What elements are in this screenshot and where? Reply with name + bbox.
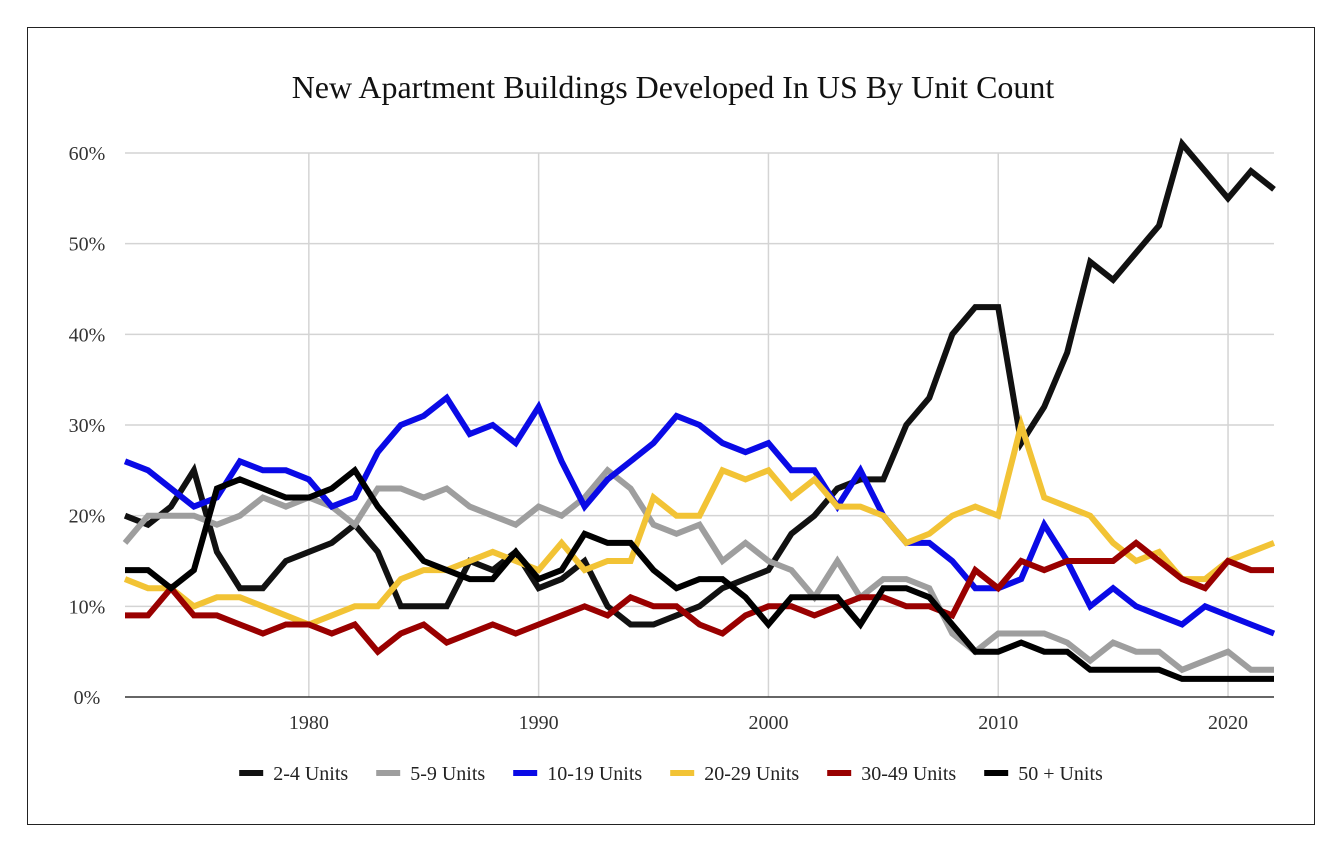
chart-title: New Apartment Buildings Developed In US … xyxy=(292,69,1055,105)
series-line-10-19-units xyxy=(123,393,1276,637)
y-tick-label: 30% xyxy=(69,415,106,437)
x-tick-label: 2000 xyxy=(748,712,788,734)
legend-item: 5-9 Units xyxy=(376,763,485,785)
x-axis-tick-labels: 1980 1990 2000 2010 2020 xyxy=(289,712,1248,734)
legend: 2-4 Units 5-9 Units 10-19 Units 20-29 Units… xyxy=(239,763,1103,785)
line-chart: New Apartment Buildings Developed In US … xyxy=(69,69,1276,785)
legend-label: 30-49 Units xyxy=(861,763,956,785)
x-tick-label: 2020 xyxy=(1208,712,1248,734)
series-line-2-4-units xyxy=(123,137,1276,628)
legend-item: 10-19 Units xyxy=(513,763,642,785)
y-tick-label: 20% xyxy=(69,506,106,528)
series-line-30-49-units xyxy=(125,539,1274,656)
legend-label: 2-4 Units xyxy=(273,763,348,785)
y-tick-label: 50% xyxy=(69,234,106,256)
legend-label: 50 + Units xyxy=(1018,763,1103,785)
series-lines xyxy=(122,137,1276,682)
y-axis-tick-labels: 0% 10% 20% 30% 40% 50% 60% xyxy=(69,143,106,709)
chart-container: New Apartment Buildings Developed In US … xyxy=(27,27,1315,825)
x-tick-label: 1980 xyxy=(289,712,329,734)
legend-item: 30-49 Units xyxy=(827,763,956,785)
series-line-5-9-units xyxy=(122,466,1274,674)
y-tick-label: 10% xyxy=(69,596,106,618)
legend-item: 20-29 Units xyxy=(670,763,799,785)
legend-item: 50 + Units xyxy=(984,763,1103,785)
series-line-20-29-units xyxy=(123,414,1276,628)
legend-label: 10-19 Units xyxy=(547,763,642,785)
legend-item: 2-4 Units xyxy=(239,763,348,785)
series-line-50-units xyxy=(125,465,1274,682)
x-tick-label: 2010 xyxy=(978,712,1018,734)
y-tick-label: 0% xyxy=(74,687,101,709)
y-tick-label: 40% xyxy=(69,324,106,346)
legend-label: 5-9 Units xyxy=(410,763,485,785)
x-tick-label: 1990 xyxy=(519,712,559,734)
legend-label: 20-29 Units xyxy=(704,763,799,785)
y-tick-label: 60% xyxy=(69,143,106,165)
